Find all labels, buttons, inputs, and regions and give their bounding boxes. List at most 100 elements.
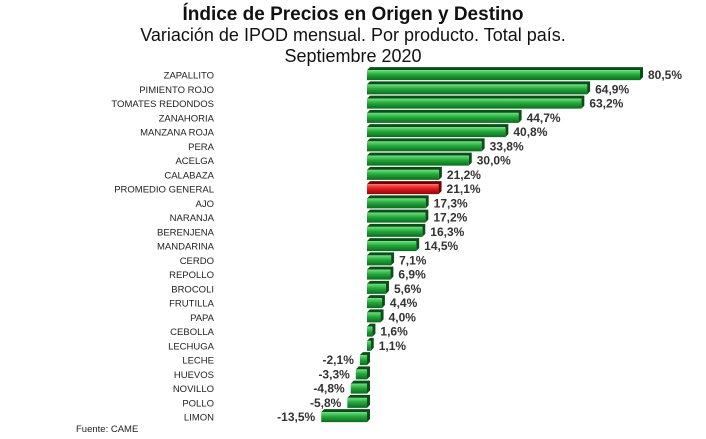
value-label: 1,6% xyxy=(380,325,408,339)
category-label: NARANJA xyxy=(170,213,215,224)
value-label: 30,0% xyxy=(477,154,511,168)
bar xyxy=(367,212,426,223)
bar xyxy=(367,312,381,323)
chart-subtitle: Variación de IPOD mensual. Por producto.… xyxy=(140,25,566,45)
category-label: TOMATES REDONDOS xyxy=(111,99,214,110)
bar xyxy=(321,412,367,423)
value-label: 5,6% xyxy=(394,282,422,296)
value-label: 40,8% xyxy=(513,125,547,139)
bar-highlight xyxy=(367,184,439,195)
chart-period: Septiembre 2020 xyxy=(284,46,422,66)
value-label: 4,4% xyxy=(390,296,418,310)
bar-depth xyxy=(355,366,370,380)
category-label: BROCOLI xyxy=(171,284,214,295)
bar-depth xyxy=(367,209,429,223)
category-label: PAPA xyxy=(190,313,215,324)
category-label: AJO xyxy=(196,199,214,210)
category-label: CALABAZA xyxy=(164,170,214,181)
category-label: LIMON xyxy=(184,413,214,424)
bar xyxy=(367,326,373,337)
category-label: BERENJENA xyxy=(157,227,215,238)
bar xyxy=(355,369,367,380)
value-label: 16,3% xyxy=(430,225,464,239)
bar-depth xyxy=(359,352,370,366)
value-label: 17,3% xyxy=(434,196,468,210)
bar-depth xyxy=(350,380,370,394)
bar xyxy=(350,383,367,394)
value-label: 17,2% xyxy=(433,211,467,225)
bar-depth xyxy=(367,309,384,323)
bar xyxy=(367,283,386,294)
category-label: REPOLLO xyxy=(169,270,214,281)
value-label: 80,5% xyxy=(648,68,682,82)
value-label: 21,1% xyxy=(447,182,481,196)
value-label: -2,1% xyxy=(323,353,355,367)
bar-depth xyxy=(367,266,394,280)
bar xyxy=(367,198,426,209)
bar xyxy=(367,169,439,180)
bar-depth xyxy=(367,138,485,152)
bar xyxy=(367,298,382,309)
bar-depth xyxy=(347,394,370,408)
bar-depth xyxy=(367,166,442,180)
bar xyxy=(367,241,417,252)
bar-depth xyxy=(367,124,509,138)
bar xyxy=(367,98,582,109)
bar-depth xyxy=(367,195,429,209)
value-label: 33,8% xyxy=(490,139,524,153)
category-label: PIMIENTO ROJO xyxy=(139,85,214,96)
category-label: PERA xyxy=(188,142,215,153)
value-label: -4,8% xyxy=(313,382,345,396)
bar-depth xyxy=(367,252,395,266)
value-label: 44,7% xyxy=(527,111,561,125)
category-label: LECHUGA xyxy=(168,341,215,352)
bar-depth xyxy=(367,81,591,95)
category-label: POLLO xyxy=(182,398,214,409)
bar-depth xyxy=(367,280,389,294)
value-label: 14,5% xyxy=(424,239,458,253)
category-label: NOVILLO xyxy=(173,384,214,395)
category-label: CERDO xyxy=(180,256,214,267)
category-label: MANZANA ROJA xyxy=(140,128,215,139)
bar-depth xyxy=(367,223,426,237)
bar-depth xyxy=(367,95,585,109)
bar-depth xyxy=(367,109,522,123)
value-label: 6,9% xyxy=(398,268,426,282)
category-label: FRUTILLA xyxy=(169,299,215,310)
value-label: 63,2% xyxy=(589,97,623,111)
bar xyxy=(367,226,423,237)
bar xyxy=(367,112,519,123)
category-label: CEBOLLA xyxy=(170,327,214,338)
bar xyxy=(367,340,371,351)
value-label: -5,8% xyxy=(310,396,342,410)
bar-depth xyxy=(321,409,370,423)
title-block: Índice de Precios en Origen y Destino Va… xyxy=(0,4,706,67)
category-label: HUEVOS xyxy=(174,370,214,381)
bar-depth xyxy=(367,67,643,81)
value-label: -13,5% xyxy=(277,410,315,424)
bar xyxy=(367,70,640,81)
bar xyxy=(359,355,367,366)
category-label: MANDARINA xyxy=(157,242,215,253)
chart-title: Índice de Precios en Origen y Destino xyxy=(182,4,524,25)
category-label: ACELGA xyxy=(175,156,214,167)
value-label: 7,1% xyxy=(399,253,427,267)
bar xyxy=(347,397,367,408)
bar xyxy=(367,141,482,152)
bar-depth xyxy=(367,323,376,337)
bar xyxy=(367,255,392,266)
category-label: ZANAHORIA xyxy=(159,113,215,124)
bar-depth xyxy=(367,238,420,252)
bar-depth xyxy=(367,152,472,166)
category-label: ZAPALLITO xyxy=(164,71,214,82)
source-note: Fuente: CAME xyxy=(76,424,139,435)
value-label: 64,9% xyxy=(595,82,629,96)
bar xyxy=(367,127,506,138)
bar xyxy=(367,269,391,280)
bar-depth xyxy=(367,295,385,309)
bar-depth xyxy=(367,337,374,351)
value-label: 1,1% xyxy=(379,339,407,353)
value-label: 21,2% xyxy=(447,168,481,182)
bar-depth xyxy=(367,181,442,195)
